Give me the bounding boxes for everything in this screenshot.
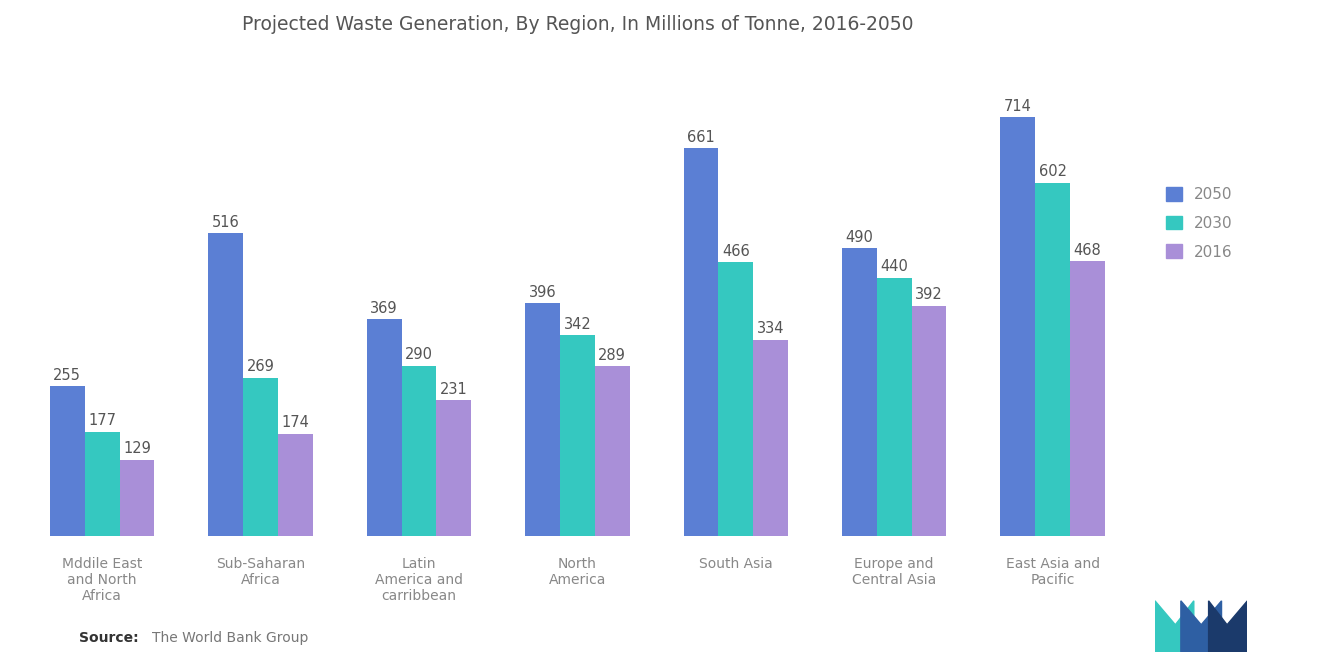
Text: 342: 342 [564,317,591,332]
Text: 661: 661 [686,130,715,145]
Polygon shape [1155,601,1193,652]
Bar [84,432,120,535]
Bar [754,340,788,535]
Bar [437,400,471,535]
Legend: 2050, 2030, 2016: 2050, 2030, 2016 [1159,179,1239,267]
Bar [560,335,595,535]
Text: 369: 369 [371,301,397,316]
Polygon shape [1209,601,1247,652]
Text: 516: 516 [211,215,239,229]
Bar [842,249,876,535]
Text: 396: 396 [529,285,556,300]
Text: 440: 440 [880,259,908,274]
Bar [684,148,718,535]
Polygon shape [1181,601,1221,652]
Text: 602: 602 [1039,164,1067,180]
Bar [912,306,946,535]
Text: 177: 177 [88,413,116,428]
Text: 334: 334 [756,321,784,336]
Text: 490: 490 [845,230,874,245]
Text: 255: 255 [53,368,82,382]
Text: 269: 269 [247,359,275,374]
Title: Projected Waste Generation, By Region, In Millions of Tonne, 2016-2050: Projected Waste Generation, By Region, I… [242,15,913,34]
Bar [50,386,84,535]
Text: 468: 468 [1073,243,1101,258]
Text: 714: 714 [1003,98,1032,114]
Bar [876,278,912,535]
Bar [1035,183,1071,535]
Bar [243,378,279,535]
Text: 129: 129 [123,442,150,456]
Bar [209,233,243,535]
Bar [120,460,154,535]
Bar [367,319,401,535]
Bar [718,263,754,535]
Text: Source:: Source: [79,631,139,645]
Text: 392: 392 [915,287,942,303]
Bar [1071,261,1105,535]
Bar [401,366,437,535]
Bar [1001,117,1035,535]
Text: 290: 290 [405,347,433,362]
Text: 231: 231 [440,382,467,396]
Bar [595,366,630,535]
Text: 174: 174 [281,415,309,430]
Bar [279,434,313,535]
Bar [525,303,560,535]
Text: 289: 289 [598,348,626,362]
Text: The World Bank Group: The World Bank Group [152,631,308,645]
Text: 466: 466 [722,244,750,259]
